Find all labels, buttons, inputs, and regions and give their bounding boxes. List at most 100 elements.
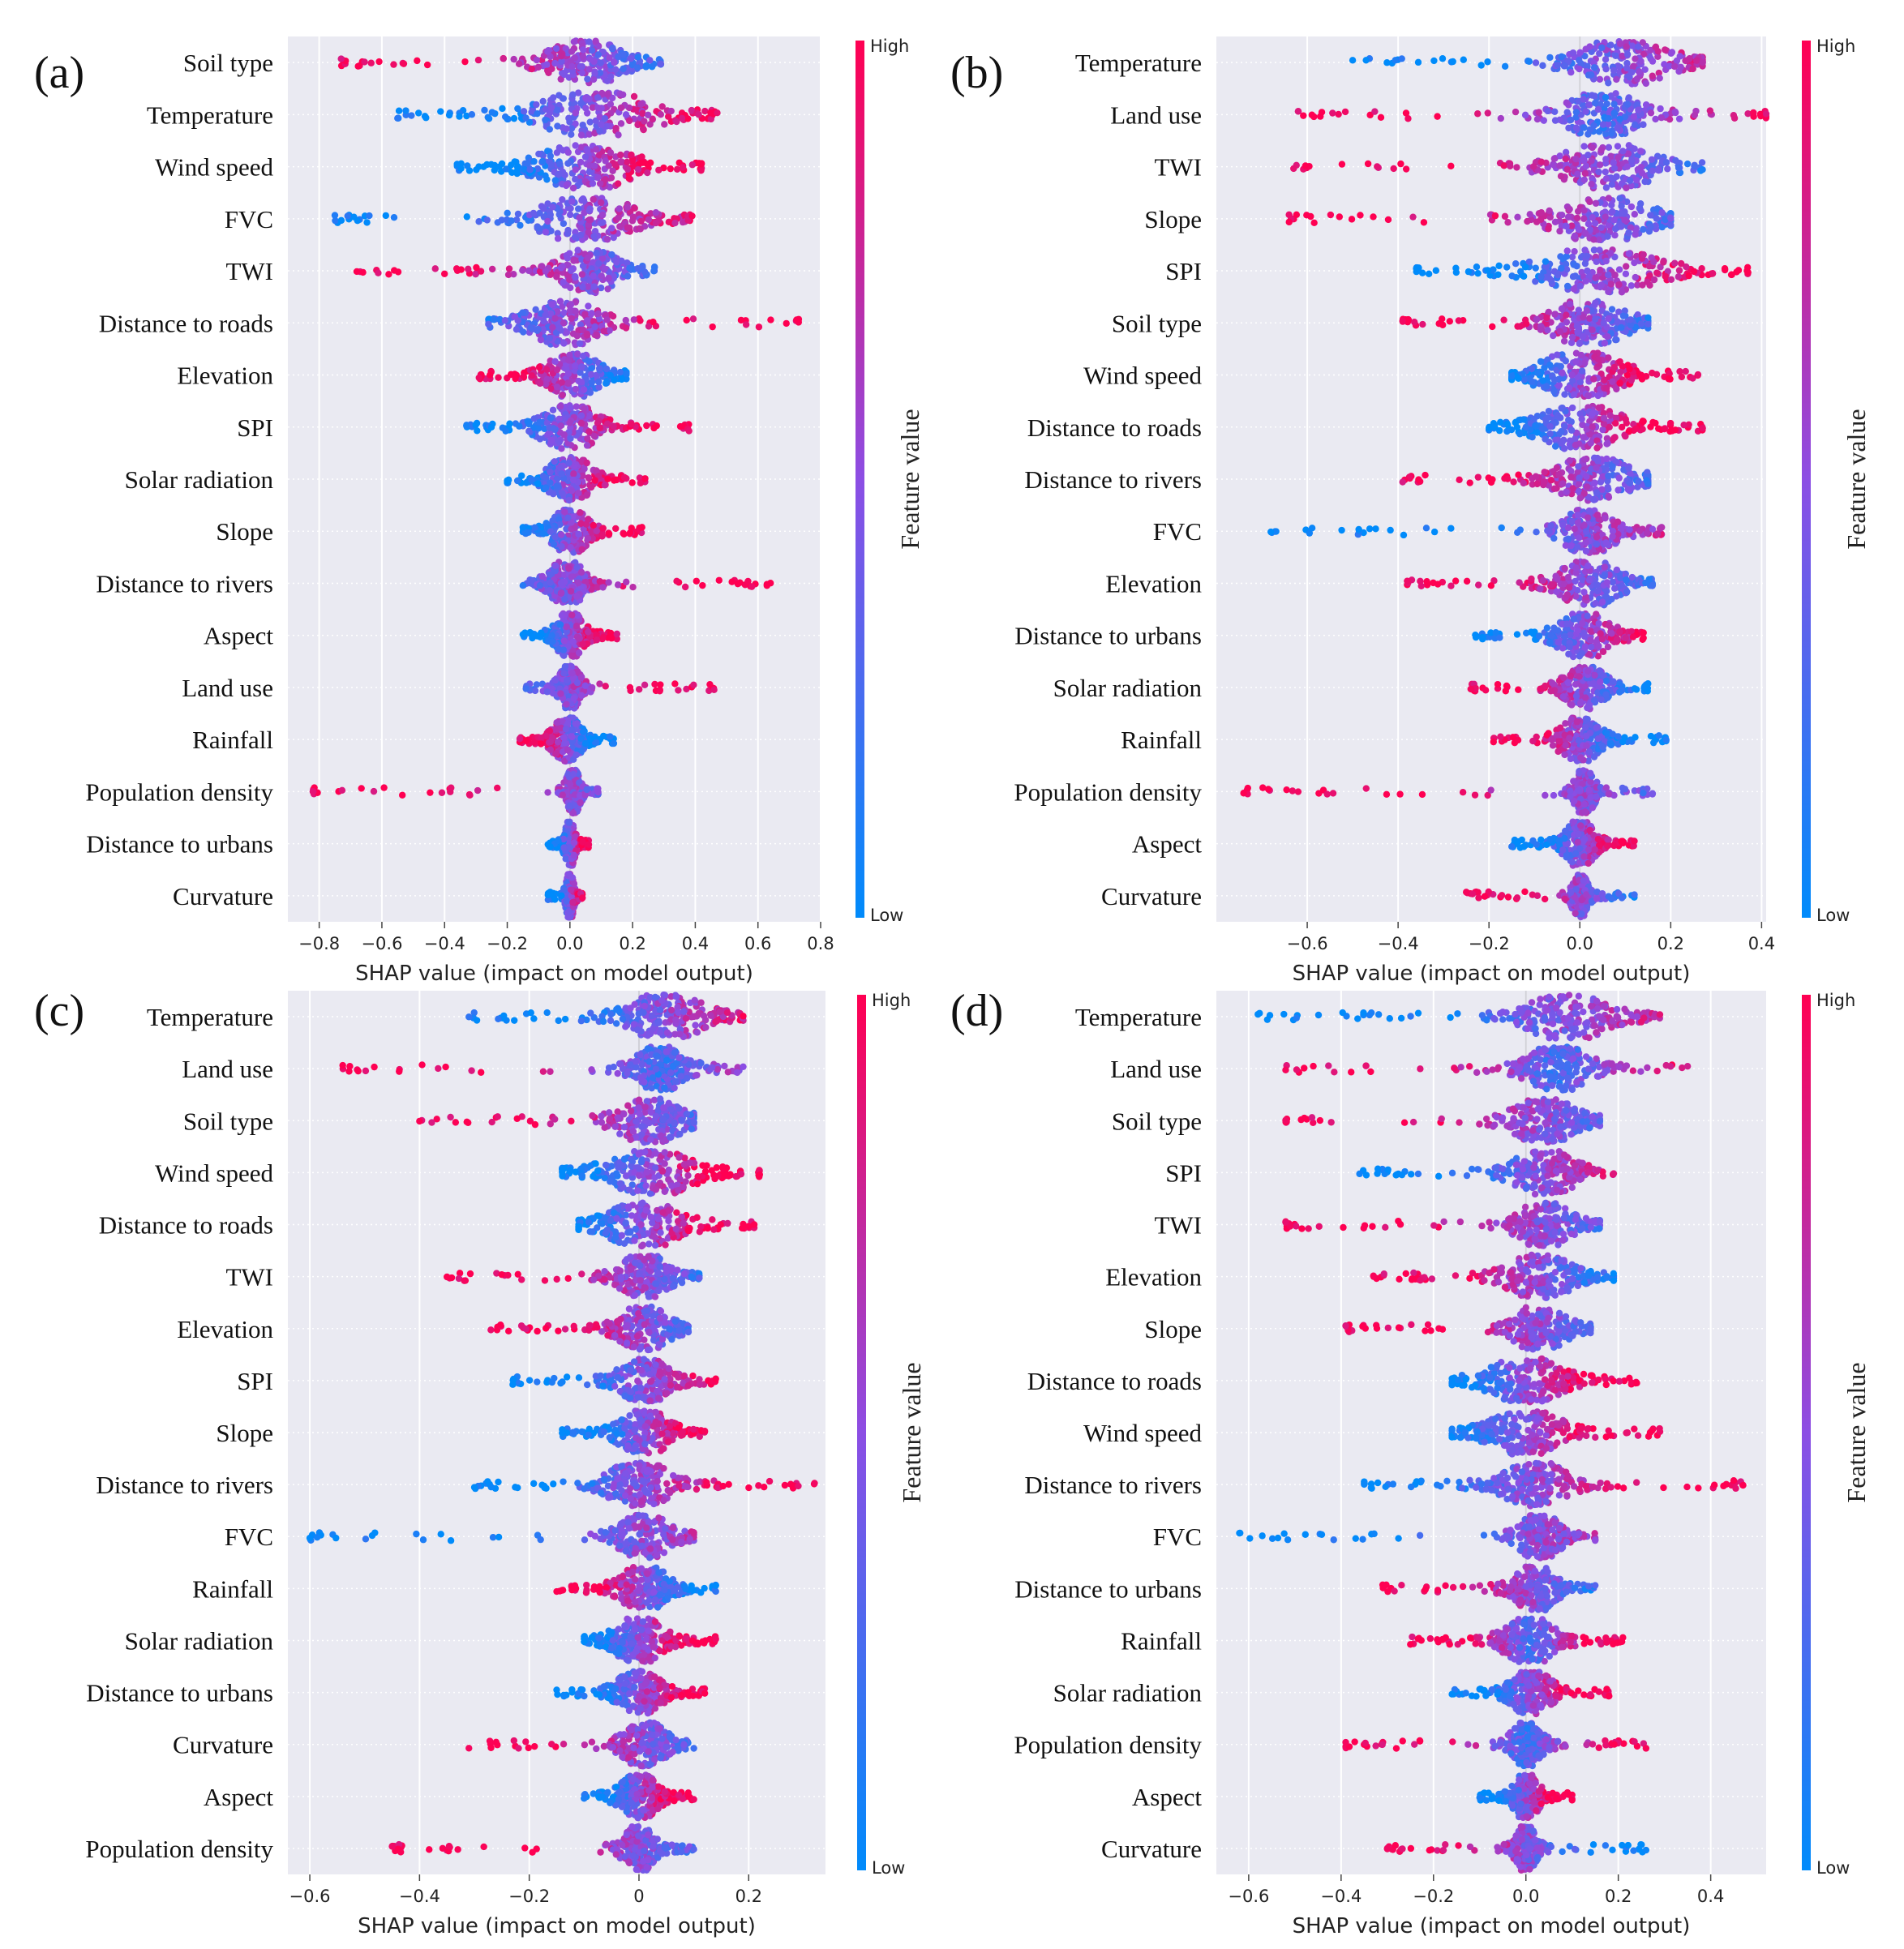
shap-point: [755, 323, 763, 331]
shap-point: [445, 111, 453, 119]
shap-point: [620, 51, 627, 58]
shap-point: [508, 217, 515, 225]
shap-point: [598, 211, 607, 219]
shap-point: [656, 688, 663, 695]
shap-point: [354, 216, 362, 225]
shap-point: [564, 148, 572, 156]
shap-point: [1513, 164, 1520, 171]
shap-point: [538, 157, 547, 165]
shap-point: [629, 214, 637, 221]
shap-point: [536, 379, 544, 388]
shap-point: [1611, 231, 1619, 239]
shap-point: [568, 670, 576, 677]
shap-point: [598, 272, 605, 280]
shap-point: [567, 284, 574, 292]
shap-point: [1397, 160, 1404, 168]
shap-point: [559, 791, 566, 799]
shap-point: [699, 581, 706, 589]
shap-point: [561, 662, 569, 670]
shap-point: [1390, 165, 1397, 173]
shap-point: [390, 214, 398, 221]
feature-label: Slope: [1144, 205, 1202, 233]
shap-point: [533, 101, 540, 109]
shap-point: [547, 738, 555, 746]
shap-point: [530, 157, 538, 165]
shap-point: [649, 115, 656, 122]
shap-point: [519, 631, 527, 638]
shap-point: [534, 225, 542, 232]
shap-point: [554, 106, 561, 114]
shap-point: [475, 218, 482, 225]
shap-point: [1580, 215, 1588, 222]
shap-point: [556, 161, 564, 168]
feature-label: Soil type: [183, 49, 273, 77]
shap-point: [560, 71, 568, 78]
shap-point: [667, 165, 675, 173]
shap-point: [572, 751, 580, 759]
x-tick-label: 0.6: [744, 934, 771, 953]
x-tick-label: 0.4: [682, 934, 709, 953]
shap-point: [1525, 58, 1533, 65]
shap-point: [1544, 107, 1552, 115]
shap-point: [599, 525, 607, 532]
shap-point: [616, 368, 624, 376]
feature-label: SPI: [237, 413, 273, 442]
shap-point: [354, 62, 362, 70]
shap-point: [517, 221, 524, 229]
shap-point: [544, 841, 551, 848]
shap-point: [1676, 53, 1683, 60]
shap-point: [1563, 165, 1572, 173]
shap-point: [564, 160, 572, 167]
x-axis-label: SHAP value (impact on model output): [355, 962, 753, 986]
shap-point: [519, 309, 526, 316]
shap-point: [555, 645, 563, 653]
feature-label: Aspect: [204, 622, 273, 650]
shap-point: [607, 149, 615, 156]
shap-point: [1580, 96, 1587, 103]
shap-point: [590, 162, 598, 169]
shap-point: [795, 315, 803, 323]
shap-point: [1596, 49, 1603, 58]
shap-point: [539, 97, 547, 105]
shap-point: [1572, 156, 1580, 163]
shap-point: [1691, 162, 1698, 170]
shap-point: [646, 57, 654, 64]
shap-point: [547, 436, 555, 444]
shap-point: [1582, 108, 1589, 115]
shap-point: [1626, 177, 1634, 184]
shap-point: [568, 652, 576, 660]
shap-point: [553, 383, 561, 391]
shap-point: [1588, 71, 1595, 79]
shap-point: [485, 320, 492, 328]
shap-point: [475, 374, 482, 382]
shap-point: [525, 427, 533, 435]
shap-point: [1580, 143, 1588, 150]
shap-point: [514, 210, 522, 218]
shap-point: [568, 125, 576, 132]
shap-point: [1566, 205, 1573, 213]
shap-point: [646, 121, 654, 128]
shap-point: [1642, 101, 1650, 109]
shap-point: [540, 317, 547, 325]
shap-point: [549, 406, 557, 413]
shap-point: [1556, 227, 1563, 235]
shap-point: [592, 37, 599, 45]
shap-point: [1561, 62, 1568, 70]
shap-point: [635, 686, 643, 693]
shap-point: [1605, 143, 1613, 152]
shap-point: [1497, 114, 1505, 122]
shap-point: [1591, 92, 1598, 100]
shap-point: [1654, 48, 1662, 55]
shap-point: [634, 54, 642, 61]
shap-point: [599, 584, 607, 591]
shap-point: [593, 527, 600, 535]
shap-point: [689, 315, 697, 323]
shap-point: [375, 58, 383, 66]
shap-point: [457, 266, 465, 273]
shap-point: [461, 58, 469, 66]
feature-label: FVC: [225, 205, 273, 233]
shap-point: [590, 233, 598, 240]
shap-point: [615, 214, 622, 221]
